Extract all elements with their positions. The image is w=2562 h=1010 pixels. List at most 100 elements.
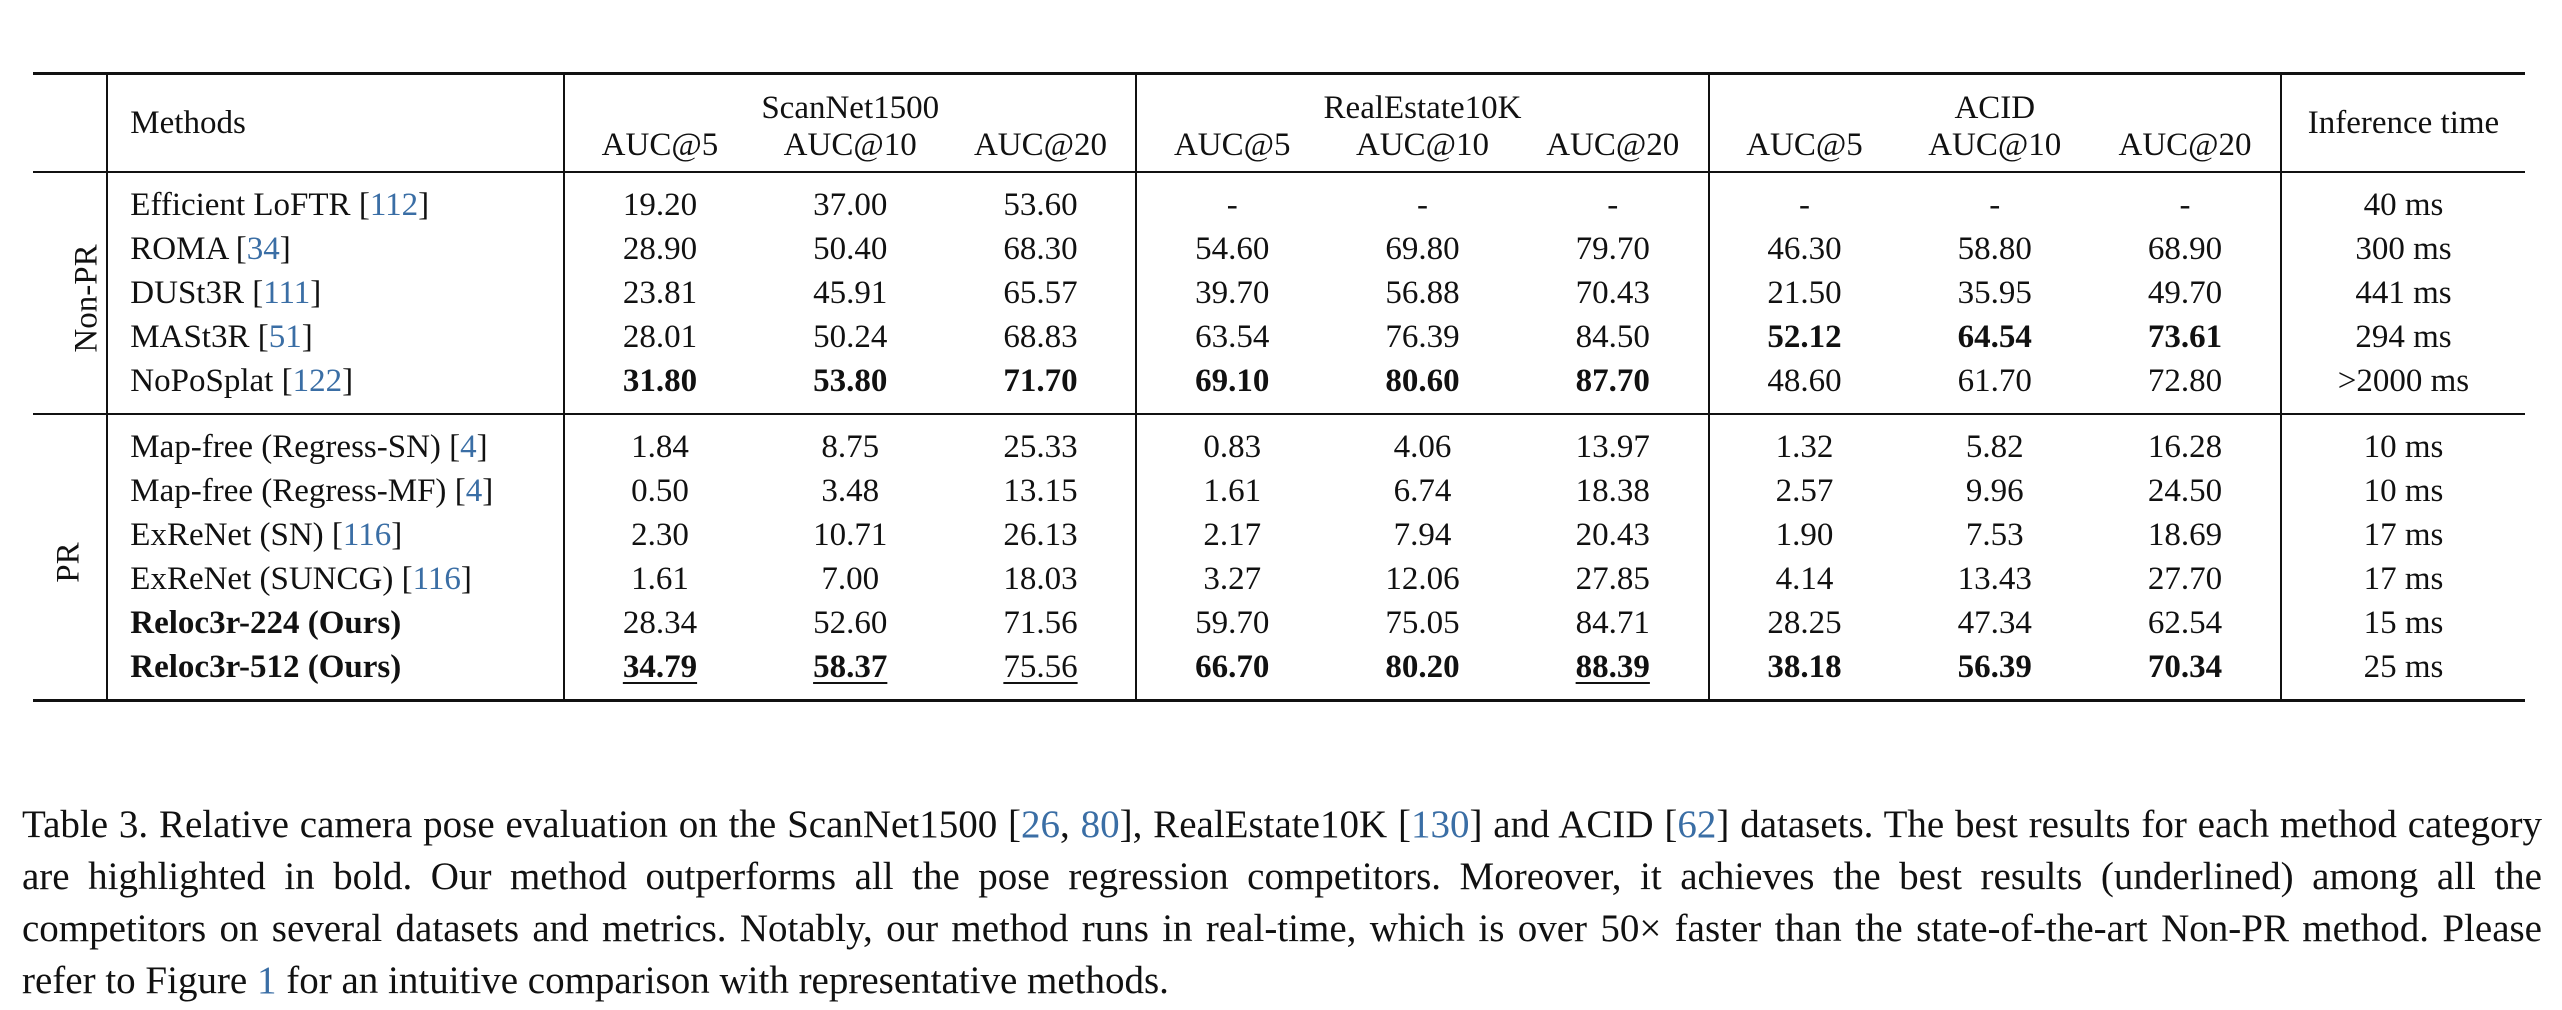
metric-value-cell: 26.13 <box>946 513 1137 557</box>
table-row: MASt3R [51] 28.01 50.24 68.83 63.54 76.39 84.5… <box>33 315 2525 359</box>
metric-value: 69.80 <box>1385 230 1460 267</box>
caption-text: ] datasets. The best results for each me… <box>22 803 2542 1002</box>
method-name: Map-free (Regress-MF) <box>130 472 447 509</box>
metric-value-cell: 47.34 <box>1899 601 2090 645</box>
metric-value-cell: 84.71 <box>1518 601 1709 645</box>
method-name-cell: ROMA [34] <box>106 227 565 271</box>
citation-link[interactable]: 116 <box>412 560 461 597</box>
metric-value: 75.56 <box>1003 648 1078 685</box>
method-name-cell: Reloc3r-224 (Ours) <box>106 601 565 645</box>
metric-value-cell: 24.50 <box>2090 469 2281 513</box>
metric-value-cell: 73.61 <box>2090 315 2281 359</box>
metric-value: 34.79 <box>622 648 698 685</box>
metric-value-cell: 70.43 <box>1518 271 1709 315</box>
metric-value: 53.60 <box>1003 186 1078 223</box>
metric-value-cell: 34.79 <box>563 645 755 701</box>
inference-time-value: 40 ms <box>2279 172 2525 227</box>
citation-link[interactable]: 34 <box>246 230 280 267</box>
metric-value: 58.37 <box>813 648 888 685</box>
metric-value-cell: 71.70 <box>946 359 1137 414</box>
metric-value: 46.30 <box>1767 230 1842 267</box>
results-table: Methods ScanNet1500 RealEstate10K ACID I… <box>33 72 2525 702</box>
group-header-cell <box>33 74 107 173</box>
table-row: NoPoSplat [122] 31.80 53.80 71.70 69.10 80.60… <box>33 359 2525 414</box>
metric-value-cell: - <box>1327 172 1518 227</box>
metric-value: 12.06 <box>1385 560 1460 597</box>
metric-value: 68.90 <box>2147 230 2223 267</box>
metric-value-cell: 3.27 <box>1135 557 1328 601</box>
dataset-header-scannet: ScanNet1500 <box>563 73 1137 127</box>
metric-value: 23.81 <box>622 274 698 311</box>
metric-value: 26.13 <box>1003 516 1078 553</box>
metric-value: 88.39 <box>1575 648 1650 685</box>
metric-value-cell: 13.97 <box>1518 414 1709 469</box>
metric-value-cell: 7.53 <box>1899 513 2090 557</box>
citation-link[interactable]: 122 <box>292 362 343 399</box>
metric-value: 73.61 <box>2147 318 2223 355</box>
caption-citation-link[interactable]: 80 <box>1080 803 1120 846</box>
group-label: PR <box>51 541 88 583</box>
metric-value-cell: 20.43 <box>1518 513 1709 557</box>
metric-value: 13.43 <box>1957 560 2032 597</box>
metric-value-cell: 18.69 <box>2090 513 2281 557</box>
metric-value-cell: 56.88 <box>1327 271 1518 315</box>
caption-citation-link[interactable]: 26 <box>1021 803 1061 846</box>
table-row: ROMA [34] 28.90 50.40 68.30 54.60 69.80 79.70 4… <box>33 227 2525 271</box>
metric-value-cell: 1.61 <box>1135 469 1328 513</box>
metric-value-cell: 1.84 <box>563 414 755 469</box>
metric-value: 27.70 <box>2147 560 2223 597</box>
metric-value-cell: 49.70 <box>2090 271 2281 315</box>
metric-value-cell: 7.94 <box>1327 513 1518 557</box>
table-row: Reloc3r-512 (Ours) 34.79 58.37 75.56 66.70 80… <box>33 645 2525 701</box>
inference-time-value: 25 ms <box>2279 645 2525 701</box>
metric-value-cell: 2.30 <box>563 513 755 557</box>
metric-value: 1.90 <box>1775 516 1834 553</box>
citation-link[interactable]: 111 <box>263 274 311 311</box>
metric-value: 64.54 <box>1957 318 2032 355</box>
caption-citation-link[interactable]: 130 <box>1410 803 1470 846</box>
caption-citation-link[interactable]: 62 <box>1677 803 1717 846</box>
metric-value: 79.70 <box>1575 230 1650 267</box>
header-row-datasets: Methods ScanNet1500 RealEstate10K ACID I… <box>33 73 2525 172</box>
metric-value: 24.50 <box>2147 472 2223 509</box>
metric-value-cell: 63.54 <box>1135 315 1328 359</box>
table-caption: Table 3. Relative camera pose evaluation… <box>22 799 2542 1007</box>
citation-link[interactable]: 112 <box>369 186 419 223</box>
metric-value-cell: 3.48 <box>755 469 946 513</box>
metric-value: 21.50 <box>1767 274 1842 311</box>
results-table-body: Non-PR Efficient LoFTR [112] 19.20 37.00 53.… <box>33 172 2525 701</box>
metric-value-cell: 8.75 <box>755 414 946 469</box>
metric-value-cell: 53.80 <box>755 359 946 414</box>
metric-value: 35.95 <box>1957 274 2032 311</box>
metric-value: 18.38 <box>1575 472 1650 509</box>
inference-time-value: 300 ms <box>2279 227 2525 271</box>
metric-value: 61.70 <box>1957 362 2032 399</box>
table-row: DUSt3R [111] 23.81 45.91 65.57 39.70 56.88 70.… <box>33 271 2525 315</box>
caption-text: for an intuitive comparison with represe… <box>276 959 1169 1002</box>
metric-value-cell: 10.71 <box>755 513 946 557</box>
results-table-container: Methods ScanNet1500 RealEstate10K ACID I… <box>33 72 2525 702</box>
metric-header: AUC@10 <box>783 127 917 163</box>
metric-value: 84.71 <box>1575 604 1650 641</box>
citation-link[interactable]: 4 <box>460 428 477 465</box>
metric-value: 20.43 <box>1575 516 1650 553</box>
inference-time-value: 294 ms <box>2279 315 2525 359</box>
metric-value-cell: 79.70 <box>1518 227 1709 271</box>
method-name-cell: Efficient LoFTR [112] <box>106 172 565 227</box>
metric-value: 87.70 <box>1575 362 1650 399</box>
citation-link[interactable]: 116 <box>342 516 392 553</box>
metric-value: 4.06 <box>1393 428 1452 465</box>
citation-link[interactable]: 51 <box>268 318 302 355</box>
metric-value-cell: 65.57 <box>946 271 1137 315</box>
metric-value-cell: 28.34 <box>563 601 755 645</box>
metric-value-cell: 19.20 <box>563 172 755 227</box>
metric-value-cell: 50.40 <box>755 227 946 271</box>
caption-citation-link[interactable]: 1 <box>257 959 277 1002</box>
method-name: NoPoSplat <box>130 362 274 399</box>
inference-time-value: 17 ms <box>2279 513 2525 557</box>
group-label: Non-PR <box>68 243 105 353</box>
metric-value-cell: 31.80 <box>563 359 755 414</box>
citation-link[interactable]: 4 <box>465 472 483 509</box>
metric-value: 3.27 <box>1203 560 1262 597</box>
metric-value: 28.34 <box>622 604 698 641</box>
